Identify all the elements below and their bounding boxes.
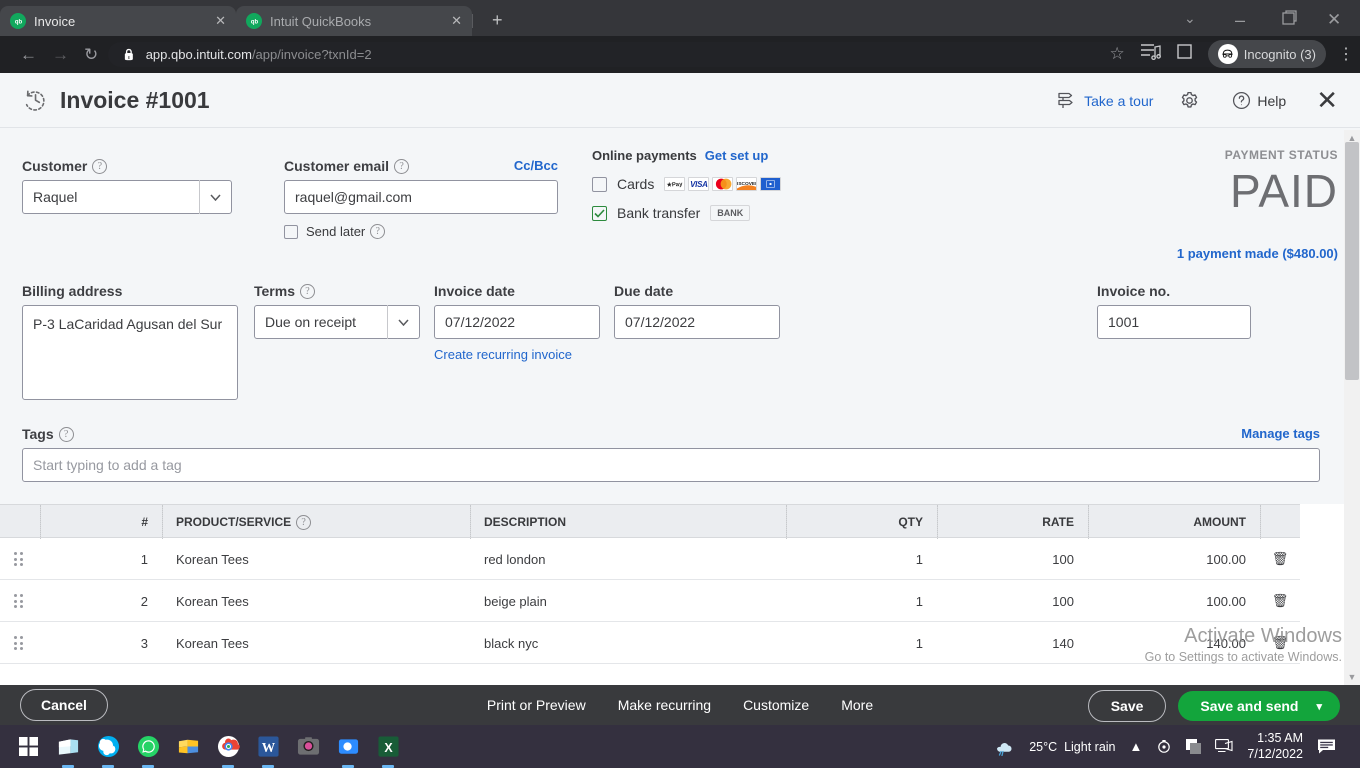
svg-text:★Pay: ★Pay <box>667 181 684 189</box>
svg-text:X: X <box>384 741 393 755</box>
svg-text:qb: qb <box>14 19 22 25</box>
svg-text:qb: qb <box>250 19 258 25</box>
svg-text:W: W <box>261 740 275 755</box>
